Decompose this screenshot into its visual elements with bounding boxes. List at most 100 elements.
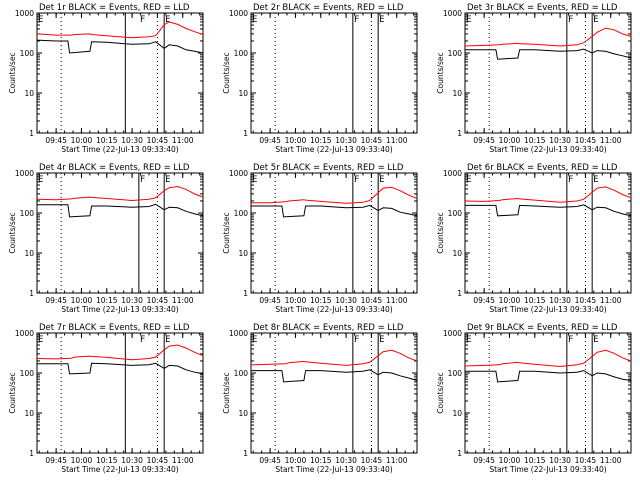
attenuator-marker-e: E — [252, 15, 257, 25]
detector-panel-3: Det 3r BLACK = Events, RED = LLD 1 10 100 10… — [436, 3, 632, 154]
y-tick-label: 100 — [234, 369, 249, 378]
events-series-line — [251, 204, 418, 218]
y-tick-label: 10 — [24, 89, 34, 98]
x-tick-label: 09:45 — [259, 136, 281, 145]
x-tick-label: 10:30 — [335, 296, 357, 305]
attenuator-marker-e: E — [466, 175, 471, 185]
y-tick-label: 1000 — [229, 329, 248, 338]
y-tick-label: 10 — [24, 409, 34, 418]
x-tick-label: 11:00 — [386, 296, 408, 305]
panel-title: Det 1r BLACK = Events, RED = LLD — [39, 3, 190, 13]
x-tick-label: 10:30 — [549, 136, 571, 145]
x-axis-label: Start Time (22-Jul-13 09:33:40) — [61, 465, 178, 474]
x-tick-label: 10:45 — [147, 136, 169, 145]
attenuator-marker-e: E — [593, 335, 598, 345]
x-tick-label: 11:00 — [600, 296, 622, 305]
events-series-line — [465, 204, 632, 217]
x-tick-label: 11:00 — [172, 296, 194, 305]
panel-title: Det 9r BLACK = Events, RED = LLD — [467, 323, 618, 333]
y-tick-label: 100 — [234, 209, 249, 218]
x-axis-label: Start Time (22-Jul-13 09:33:40) — [489, 145, 606, 154]
x-axis-label: Start Time (22-Jul-13 09:33:40) — [489, 305, 606, 314]
x-tick-label: 09:45 — [473, 296, 495, 305]
x-tick-label: 10:30 — [549, 456, 571, 465]
plot-frame — [36, 332, 204, 454]
attenuator-marker-e: E — [379, 335, 384, 345]
attenuator-marker-e: E — [165, 15, 170, 25]
y-tick-label: 100 — [20, 369, 35, 378]
y-axis-label: Counts/sec — [436, 372, 445, 413]
x-tick-label: 09:45 — [45, 296, 67, 305]
y-tick-label: 10 — [238, 409, 248, 418]
y-tick-label: 1000 — [443, 329, 462, 338]
plot-frame — [250, 12, 418, 134]
x-tick-label: 10:45 — [575, 456, 597, 465]
attenuator-marker-e: E — [593, 15, 598, 25]
lld-series-line — [251, 186, 418, 204]
lld-series-line — [464, 27, 632, 47]
attenuator-marker-f: F — [354, 175, 359, 185]
x-tick-label: 10:00 — [71, 136, 93, 145]
lld-series-line — [36, 21, 204, 39]
events-series-line — [251, 369, 418, 383]
lld-series-line — [36, 185, 204, 202]
y-tick-label: 1 — [457, 449, 462, 458]
lld-series-line — [250, 349, 418, 366]
x-tick-label: 10:30 — [121, 136, 143, 145]
attenuator-marker-f: F — [354, 15, 359, 25]
attenuator-marker-f: F — [568, 335, 573, 345]
panel-title: Det 8r BLACK = Events, RED = LLD — [253, 323, 404, 333]
y-tick-label: 1000 — [443, 9, 462, 18]
x-tick-label: 10:30 — [335, 456, 357, 465]
x-tick-label: 11:00 — [172, 136, 194, 145]
panel-title: Det 7r BLACK = Events, RED = LLD — [39, 323, 190, 333]
x-tick-label: 10:15 — [524, 296, 546, 305]
y-axis-label: Counts/sec — [8, 372, 17, 413]
x-tick-label: 10:15 — [524, 456, 546, 465]
y-tick-label: 1000 — [443, 169, 462, 178]
attenuator-marker-f: F — [140, 335, 145, 345]
panel-title: Det 5r BLACK = Events, RED = LLD — [253, 163, 404, 173]
lld-series-line — [464, 186, 632, 203]
x-tick-label: 10:15 — [310, 296, 332, 305]
y-axis-label: Counts/sec — [222, 52, 231, 93]
y-tick-label: 10 — [238, 89, 248, 98]
attenuator-marker-e: E — [593, 175, 598, 185]
y-axis-label: Counts/sec — [8, 52, 17, 93]
x-tick-label: 10:15 — [310, 136, 332, 145]
x-tick-label: 09:45 — [45, 456, 67, 465]
x-tick-label: 10:30 — [549, 296, 571, 305]
x-tick-label: 10:00 — [285, 296, 307, 305]
x-tick-label: 10:45 — [361, 296, 383, 305]
plot-frame — [36, 12, 204, 134]
x-axis-label: Start Time (22-Jul-13 09:33:40) — [61, 145, 178, 154]
detector-panel-2: Det 2r BLACK = Events, RED = LLD 1 10 100 10… — [222, 3, 418, 154]
x-axis-label: Start Time (22-Jul-13 09:33:40) — [489, 465, 606, 474]
attenuator-marker-e: E — [466, 15, 471, 25]
x-tick-label: 10:00 — [499, 296, 521, 305]
panel-title: Det 2r BLACK = Events, RED = LLD — [253, 3, 404, 13]
y-axis-label: Counts/sec — [436, 52, 445, 93]
detector-panel-5: Det 5r BLACK = Events, RED = LLD 1 10 100 10… — [222, 163, 418, 314]
attenuator-marker-e: E — [38, 175, 43, 185]
x-tick-label: 10:30 — [121, 456, 143, 465]
detector-panel-1: Det 1r BLACK = Events, RED = LLD 1 10 100 10… — [8, 3, 204, 154]
x-tick-label: 10:00 — [71, 296, 93, 305]
y-tick-label: 1 — [457, 289, 462, 298]
plot-frame — [36, 172, 204, 294]
attenuator-marker-e: E — [165, 335, 170, 345]
x-tick-label: 11:00 — [386, 136, 408, 145]
x-tick-label: 10:45 — [575, 136, 597, 145]
attenuator-marker-f: F — [140, 15, 145, 25]
y-tick-label: 100 — [20, 209, 35, 218]
plot-frame — [250, 172, 418, 294]
x-tick-label: 10:15 — [310, 456, 332, 465]
x-tick-label: 10:45 — [147, 456, 169, 465]
events-series-line — [465, 48, 632, 60]
x-tick-label: 10:15 — [96, 136, 118, 145]
x-axis-label: Start Time (22-Jul-13 09:33:40) — [61, 305, 178, 314]
plot-frame — [464, 12, 632, 134]
y-tick-label: 1 — [243, 289, 248, 298]
y-tick-label: 10 — [238, 249, 248, 258]
